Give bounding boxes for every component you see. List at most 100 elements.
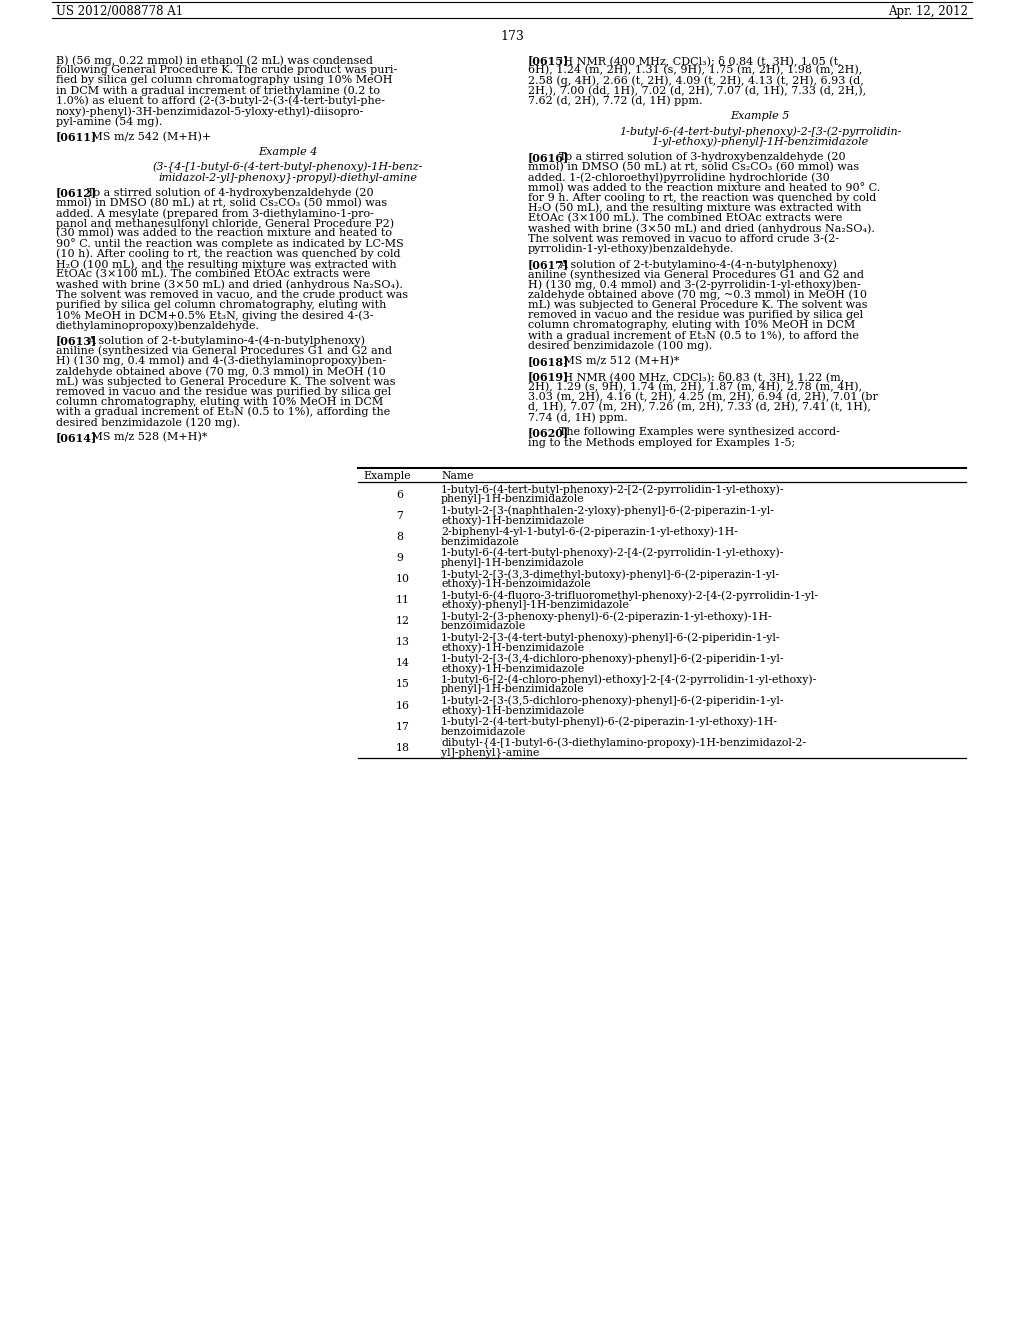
- Text: ethoxy)-1H-benzimidazole: ethoxy)-1H-benzimidazole: [441, 642, 584, 652]
- Text: 17: 17: [396, 722, 410, 731]
- Text: benzoimidazole: benzoimidazole: [441, 726, 526, 737]
- Text: 7: 7: [396, 511, 402, 520]
- Text: [0615]: [0615]: [528, 55, 569, 66]
- Text: (3-{4-[1-butyl-6-(4-tert-butyl-phenoxy)-1H-benz-: (3-{4-[1-butyl-6-(4-tert-butyl-phenoxy)-…: [153, 162, 423, 173]
- Text: diethylaminopropoxy)benzaldehyde.: diethylaminopropoxy)benzaldehyde.: [56, 321, 260, 331]
- Text: H) (130 mg, 0.4 mmol) and 4-(3-diethylaminopropoxy)ben-: H) (130 mg, 0.4 mmol) and 4-(3-diethylam…: [56, 356, 386, 367]
- Text: with a gradual increment of Et₃N (0.5 to 1%), to afford the: with a gradual increment of Et₃N (0.5 to…: [528, 330, 859, 341]
- Text: column chromatography, eluting with 10% MeOH in DCM: column chromatography, eluting with 10% …: [528, 321, 855, 330]
- Text: 1-butyl-2-[3-(3,3-dimethyl-butoxy)-phenyl]-6-(2-piperazin-1-yl-: 1-butyl-2-[3-(3,3-dimethyl-butoxy)-pheny…: [441, 569, 780, 579]
- Text: mmol) in DMSO (50 mL) at rt, solid Cs₂CO₃ (60 mmol) was: mmol) in DMSO (50 mL) at rt, solid Cs₂CO…: [528, 162, 859, 173]
- Text: mmol) in DMSO (80 mL) at rt, solid Cs₂CO₃ (50 mmol) was: mmol) in DMSO (80 mL) at rt, solid Cs₂CO…: [56, 198, 387, 209]
- Text: H₂O (100 mL), and the resulting mixture was extracted with: H₂O (100 mL), and the resulting mixture …: [56, 259, 396, 269]
- Text: benzoimidazole: benzoimidazole: [441, 620, 526, 631]
- Text: MS m/z 512 (M+H)*: MS m/z 512 (M+H)*: [553, 356, 680, 366]
- Text: ethoxy)-phenyl]-1H-benzimidazole: ethoxy)-phenyl]-1H-benzimidazole: [441, 599, 629, 610]
- Text: ethoxy)-1H-benzoimidazole: ethoxy)-1H-benzoimidazole: [441, 578, 591, 589]
- Text: zaldehyde obtained above (70 mg, ~0.3 mmol) in MeOH (10: zaldehyde obtained above (70 mg, ~0.3 mm…: [528, 289, 867, 300]
- Text: (30 mmol) was added to the reaction mixture and heated to: (30 mmol) was added to the reaction mixt…: [56, 228, 392, 239]
- Text: H) (130 mg, 0.4 mmol) and 3-(2-pyrrolidin-1-yl-ethoxy)ben-: H) (130 mg, 0.4 mmol) and 3-(2-pyrrolidi…: [528, 280, 861, 290]
- Text: added. 1-(2-chloroethyl)pyrrolidine hydrochloride (30: added. 1-(2-chloroethyl)pyrrolidine hydr…: [528, 173, 829, 183]
- Text: 1-butyl-6-[2-(4-chloro-phenyl)-ethoxy]-2-[4-(2-pyrrolidin-1-yl-ethoxy)-: 1-butyl-6-[2-(4-chloro-phenyl)-ethoxy]-2…: [441, 675, 817, 685]
- Text: [0618]: [0618]: [528, 356, 569, 367]
- Text: [0613]: [0613]: [56, 335, 97, 347]
- Text: [0619]: [0619]: [528, 371, 569, 383]
- Text: with a gradual increment of Et₃N (0.5 to 1%), affording the: with a gradual increment of Et₃N (0.5 to…: [56, 407, 390, 417]
- Text: Example: Example: [362, 471, 411, 480]
- Text: for 9 h. After cooling to rt, the reaction was quenched by cold: for 9 h. After cooling to rt, the reacti…: [528, 193, 877, 203]
- Text: 1.0%) as eluent to afford (2-(3-butyl-2-(3-(4-tert-butyl-phe-: 1.0%) as eluent to afford (2-(3-butyl-2-…: [56, 96, 385, 107]
- Text: 15: 15: [396, 680, 410, 689]
- Text: pyl-amine (54 mg).: pyl-amine (54 mg).: [56, 116, 163, 127]
- Text: washed with brine (3×50 mL) and dried (anhydrous Na₂SO₄).: washed with brine (3×50 mL) and dried (a…: [56, 280, 402, 290]
- Text: ethoxy)-1H-benzimidazole: ethoxy)-1H-benzimidazole: [441, 705, 584, 715]
- Text: Apr. 12, 2012: Apr. 12, 2012: [888, 4, 968, 17]
- Text: zaldehyde obtained above (70 mg, 0.3 mmol) in MeOH (10: zaldehyde obtained above (70 mg, 0.3 mmo…: [56, 366, 386, 376]
- Text: 1-butyl-2-[3-(3,4-dichloro-phenoxy)-phenyl]-6-(2-piperidin-1-yl-: 1-butyl-2-[3-(3,4-dichloro-phenoxy)-phen…: [441, 653, 784, 664]
- Text: ¹H NMR (400 MHz, CDCl₃): δ0.83 (t, 3H), 1.22 (m,: ¹H NMR (400 MHz, CDCl₃): δ0.83 (t, 3H), …: [559, 371, 845, 381]
- Text: 1-butyl-2-(3-phenoxy-phenyl)-6-(2-piperazin-1-yl-ethoxy)-1H-: 1-butyl-2-(3-phenoxy-phenyl)-6-(2-pipera…: [441, 611, 773, 622]
- Text: 7.62 (d, 2H), 7.72 (d, 1H) ppm.: 7.62 (d, 2H), 7.72 (d, 1H) ppm.: [528, 96, 702, 107]
- Text: 13: 13: [396, 638, 410, 647]
- Text: MS m/z 542 (M+H)+: MS m/z 542 (M+H)+: [81, 132, 211, 141]
- Text: A solution of 2-t-butylamino-4-(4-n-butylphenoxy): A solution of 2-t-butylamino-4-(4-n-buty…: [87, 335, 366, 346]
- Text: US 2012/0088778 A1: US 2012/0088778 A1: [56, 4, 183, 17]
- Text: d, 1H), 7.07 (m, 2H), 7.26 (m, 2H), 7.33 (d, 2H), 7.41 (t, 1H),: d, 1H), 7.07 (m, 2H), 7.26 (m, 2H), 7.33…: [528, 401, 870, 412]
- Text: EtOAc (3×100 mL). The combined EtOAc extracts were: EtOAc (3×100 mL). The combined EtOAc ext…: [56, 269, 371, 280]
- Text: 9: 9: [396, 553, 402, 562]
- Text: 8: 8: [396, 532, 403, 541]
- Text: dibutyl-{4-[1-butyl-6-(3-diethylamino-propoxy)-1H-benzimidazol-2-: dibutyl-{4-[1-butyl-6-(3-diethylamino-pr…: [441, 738, 806, 750]
- Text: 173: 173: [500, 30, 524, 44]
- Text: in DCM with a gradual increment of triethylamine (0.2 to: in DCM with a gradual increment of triet…: [56, 86, 380, 96]
- Text: 3.03 (m, 2H), 4.16 (t, 2H), 4.25 (m, 2H), 6.94 (d, 2H), 7.01 (br: 3.03 (m, 2H), 4.16 (t, 2H), 4.25 (m, 2H)…: [528, 392, 878, 403]
- Text: 1-yl-ethoxy)-phenyl]-1H-benzimidazole: 1-yl-ethoxy)-phenyl]-1H-benzimidazole: [651, 136, 868, 147]
- Text: Example 5: Example 5: [730, 111, 790, 121]
- Text: B) (56 mg, 0.22 mmol) in ethanol (2 mL) was condensed: B) (56 mg, 0.22 mmol) in ethanol (2 mL) …: [56, 55, 373, 66]
- Text: removed in vacuo and the residue was purified by silica gel: removed in vacuo and the residue was pur…: [528, 310, 863, 319]
- Text: 90° C. until the reaction was complete as indicated by LC-MS: 90° C. until the reaction was complete a…: [56, 239, 403, 249]
- Text: 2.58 (q, 4H), 2.66 (t, 2H), 4.09 (t, 2H), 4.13 (t, 2H), 6.93 (d,: 2.58 (q, 4H), 2.66 (t, 2H), 4.09 (t, 2H)…: [528, 75, 864, 86]
- Text: 7.74 (d, 1H) ppm.: 7.74 (d, 1H) ppm.: [528, 412, 628, 422]
- Text: [0614]: [0614]: [56, 433, 97, 444]
- Text: [0617]: [0617]: [528, 259, 569, 271]
- Text: 2H,), 7.00 (dd, 1H), 7.02 (d, 2H), 7.07 (d, 1H), 7.33 (d, 2H,),: 2H,), 7.00 (dd, 1H), 7.02 (d, 2H), 7.07 …: [528, 86, 866, 96]
- Text: 1-butyl-6-(4-tert-butyl-phenoxy)-2-[4-(2-pyrrolidin-1-yl-ethoxy)-: 1-butyl-6-(4-tert-butyl-phenoxy)-2-[4-(2…: [441, 548, 784, 558]
- Text: noxy)-phenyl)-3H-benzimidazol-5-yloxy-ethyl)-diisopro-: noxy)-phenyl)-3H-benzimidazol-5-yloxy-et…: [56, 106, 365, 116]
- Text: To a stirred solution of 4-hydroxybenzaldehyde (20: To a stirred solution of 4-hydroxybenzal…: [87, 187, 374, 198]
- Text: [0612]: [0612]: [56, 187, 97, 198]
- Text: A solution of 2-t-butylamino-4-(4-n-butylphenoxy): A solution of 2-t-butylamino-4-(4-n-buty…: [559, 259, 838, 269]
- Text: yl]-phenyl}-amine: yl]-phenyl}-amine: [441, 747, 540, 759]
- Text: 16: 16: [396, 701, 410, 710]
- Text: [0616]: [0616]: [528, 152, 569, 162]
- Text: 2-biphenyl-4-yl-1-butyl-6-(2-piperazin-1-yl-ethoxy)-1H-: 2-biphenyl-4-yl-1-butyl-6-(2-piperazin-1…: [441, 527, 738, 537]
- Text: 1-butyl-2-[3-(naphthalen-2-yloxy)-phenyl]-6-(2-piperazin-1-yl-: 1-butyl-2-[3-(naphthalen-2-yloxy)-phenyl…: [441, 506, 775, 516]
- Text: imidazol-2-yl]-phenoxy}-propyl)-diethyl-amine: imidazol-2-yl]-phenoxy}-propyl)-diethyl-…: [159, 173, 418, 183]
- Text: 2H), 1.29 (s, 9H), 1.74 (m, 2H), 1.87 (m, 4H), 2.78 (m, 4H),: 2H), 1.29 (s, 9H), 1.74 (m, 2H), 1.87 (m…: [528, 381, 862, 392]
- Text: 1-butyl-2-(4-tert-butyl-phenyl)-6-(2-piperazin-1-yl-ethoxy)-1H-: 1-butyl-2-(4-tert-butyl-phenyl)-6-(2-pip…: [441, 717, 778, 727]
- Text: ing to the Methods employed for Examples 1-5;: ing to the Methods employed for Examples…: [528, 437, 796, 447]
- Text: purified by silica gel column chromatography, eluting with: purified by silica gel column chromatogr…: [56, 300, 386, 310]
- Text: 1-butyl-6-(4-tert-butyl-phenoxy)-2-[3-(2-pyrrolidin-: 1-butyl-6-(4-tert-butyl-phenoxy)-2-[3-(2…: [618, 127, 901, 137]
- Text: 1-butyl-2-[3-(3,5-dichloro-phenoxy)-phenyl]-6-(2-piperidin-1-yl-: 1-butyl-2-[3-(3,5-dichloro-phenoxy)-phen…: [441, 696, 784, 706]
- Text: column chromatography, eluting with 10% MeOH in DCM: column chromatography, eluting with 10% …: [56, 397, 383, 407]
- Text: 11: 11: [396, 595, 410, 605]
- Text: The following Examples were synthesized accord-: The following Examples were synthesized …: [559, 428, 840, 437]
- Text: 12: 12: [396, 616, 410, 626]
- Text: mL) was subjected to General Procedure K. The solvent was: mL) was subjected to General Procedure K…: [56, 376, 395, 387]
- Text: phenyl]-1H-benzimidazole: phenyl]-1H-benzimidazole: [441, 684, 585, 694]
- Text: benzimidazole: benzimidazole: [441, 537, 520, 546]
- Text: 6H), 1.24 (m, 2H), 1.31 (s, 9H), 1.75 (m, 2H), 1.98 (m, 2H),: 6H), 1.24 (m, 2H), 1.31 (s, 9H), 1.75 (m…: [528, 65, 862, 75]
- Text: Name: Name: [441, 471, 473, 480]
- Text: pyrrolidin-1-yl-ethoxy)benzaldehyde.: pyrrolidin-1-yl-ethoxy)benzaldehyde.: [528, 244, 734, 255]
- Text: To a stirred solution of 3-hydroxybenzaldehyde (20: To a stirred solution of 3-hydroxybenzal…: [559, 152, 846, 162]
- Text: The solvent was removed in vacuo to afford crude 3-(2-: The solvent was removed in vacuo to affo…: [528, 234, 839, 244]
- Text: [0611]: [0611]: [56, 132, 97, 143]
- Text: 10: 10: [396, 574, 410, 583]
- Text: 18: 18: [396, 743, 410, 752]
- Text: added. A mesylate (prepared from 3-diethylamino-1-pro-: added. A mesylate (prepared from 3-dieth…: [56, 209, 374, 219]
- Text: following General Procedure K. The crude product was puri-: following General Procedure K. The crude…: [56, 65, 397, 75]
- Text: 10% MeOH in DCM+0.5% Et₃N, giving the desired 4-(3-: 10% MeOH in DCM+0.5% Et₃N, giving the de…: [56, 310, 374, 321]
- Text: H₂O (50 mL), and the resulting mixture was extracted with: H₂O (50 mL), and the resulting mixture w…: [528, 203, 861, 214]
- Text: 1-butyl-2-[3-(4-tert-butyl-phenoxy)-phenyl]-6-(2-piperidin-1-yl-: 1-butyl-2-[3-(4-tert-butyl-phenoxy)-phen…: [441, 632, 780, 643]
- Text: Example 4: Example 4: [258, 147, 317, 157]
